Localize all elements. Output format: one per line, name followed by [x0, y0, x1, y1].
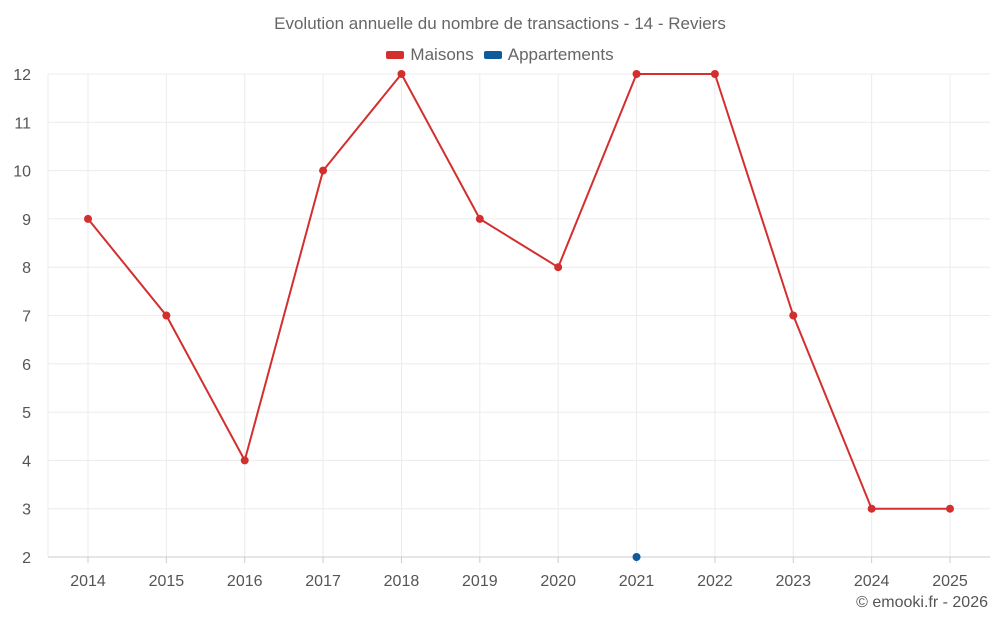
- x-tick-label: 2018: [384, 573, 420, 590]
- data-point-maisons: [867, 504, 876, 513]
- y-tick-label: 6: [22, 357, 31, 374]
- data-point-maisons: [397, 70, 406, 78]
- data-point-appartements: [632, 553, 641, 561]
- data-point-maisons: [554, 263, 563, 272]
- y-tick-label: 9: [22, 212, 31, 229]
- y-tick-label: 8: [22, 260, 31, 277]
- series-line-maisons: [87, 73, 950, 510]
- y-tick-label: 5: [22, 405, 31, 422]
- chart-title: Evolution annuelle du nombre de transact…: [274, 14, 726, 33]
- x-tick-label: 2020: [540, 573, 576, 590]
- y-tick-label: 7: [22, 309, 31, 326]
- legend-label-appartements: Appartements: [507, 45, 614, 64]
- data-point-maisons: [240, 456, 249, 465]
- series-layer: [84, 70, 954, 561]
- axes: 2 3 4 5 6 7 8 9 10 11 12 2014 2015 2016 2017 2018 2019 20…: [13, 67, 990, 590]
- legend-label-maisons: Maisons: [410, 45, 474, 64]
- credit-text: © emooki.fr - 2026: [856, 594, 988, 611]
- data-point-maisons: [632, 70, 641, 78]
- x-tick-label: 2015: [149, 573, 185, 590]
- y-tick-label: 4: [22, 453, 31, 470]
- x-tick-label: 2023: [775, 573, 811, 590]
- data-point-maisons: [710, 70, 719, 78]
- data-point-maisons: [475, 214, 484, 223]
- data-point-maisons: [946, 504, 954, 513]
- data-point-maisons: [319, 166, 328, 175]
- legend-swatch-appartements: [483, 51, 502, 59]
- data-point-maisons: [84, 214, 92, 223]
- x-tick-label: 2024: [854, 573, 890, 590]
- y-tick-label: 12: [13, 67, 31, 84]
- legend: Maisons Appartements: [0, 45, 1000, 65]
- data-point-maisons: [162, 311, 171, 320]
- y-tick-label: 10: [13, 164, 31, 181]
- x-tick-label: 2016: [227, 573, 263, 590]
- y-tick-label: 2: [22, 550, 31, 567]
- data-point-maisons: [789, 311, 798, 320]
- x-tick-label: 2022: [697, 573, 733, 590]
- x-tick-label: 2014: [70, 573, 106, 590]
- x-tick-label: 2021: [619, 573, 655, 590]
- x-tick-label: 2025: [932, 573, 968, 590]
- y-tick-label: 3: [22, 502, 31, 519]
- x-tick-label: 2019: [462, 573, 498, 590]
- legend-item-appartements[interactable]: Appartements: [483, 45, 614, 65]
- x-tick-label: 2017: [305, 573, 341, 590]
- legend-swatch-maisons: [386, 51, 405, 59]
- grid-lines: [47, 73, 990, 558]
- legend-item-maisons[interactable]: Maisons: [386, 45, 474, 65]
- y-tick-label: 11: [14, 115, 31, 132]
